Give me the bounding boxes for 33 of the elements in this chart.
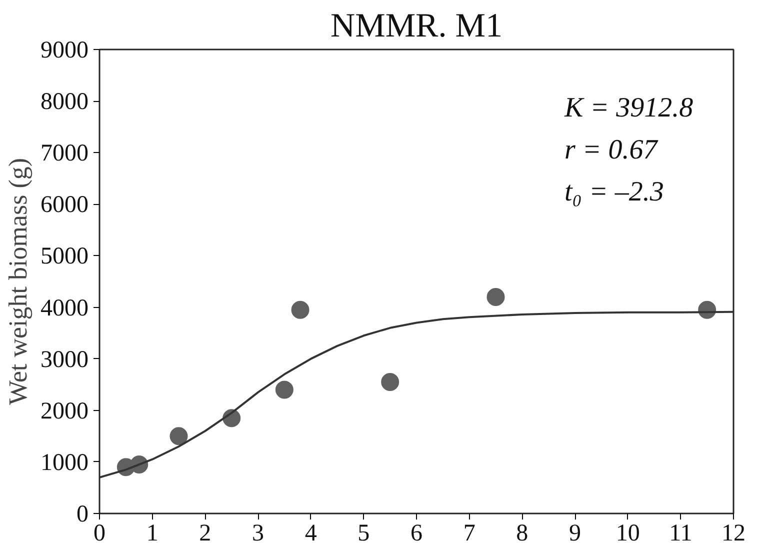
y-tick-label: 9000: [40, 38, 88, 64]
y-tick-label: 5000: [40, 244, 88, 270]
x-tick-label: 4: [304, 520, 317, 543]
x-tick-label: 2: [199, 520, 212, 543]
x-tick-label: 3: [252, 520, 264, 543]
point: [381, 373, 400, 392]
x-tick-label: 10: [616, 520, 640, 543]
y-tick-label: 8000: [40, 89, 88, 116]
annotation: K = 3912.8: [564, 92, 694, 124]
annotation: t₀ = –2.3: [564, 176, 664, 208]
x-tick-label: 7: [463, 520, 476, 543]
point: [275, 380, 294, 399]
point: [486, 288, 505, 306]
x-tick-label: 0: [94, 520, 106, 543]
x-tick-label: 5: [358, 520, 370, 543]
annotation: r = 0.67: [564, 134, 658, 166]
chart-title: NMMR. M1: [330, 8, 502, 44]
y-tick-label: 1000: [40, 450, 88, 476]
x-tick-label: 1: [146, 520, 158, 543]
point: [170, 427, 188, 446]
x-tick-label: 12: [722, 520, 746, 543]
y-tick-label: 6000: [40, 192, 88, 218]
x-tick-label: 9: [569, 520, 581, 543]
point: [291, 300, 310, 319]
y-tick-label: 2000: [40, 398, 88, 424]
y-tick-label: 7000: [40, 140, 88, 167]
x-tick-label: 6: [410, 520, 422, 543]
y-tick-label: 3000: [40, 346, 88, 373]
y-tick-label: 4000: [40, 295, 88, 322]
x-tick-label: 8: [516, 520, 528, 543]
y-axis-title: Wet weight biomass (g): [4, 158, 32, 406]
line-series: [100, 310, 734, 478]
x-tick-label: 11: [669, 520, 692, 543]
